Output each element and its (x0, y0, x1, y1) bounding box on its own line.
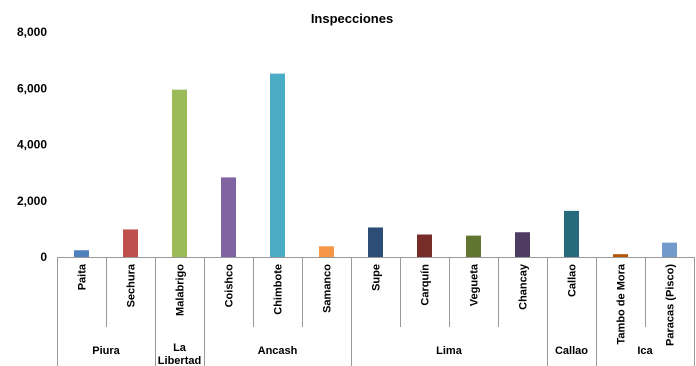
category-label: Malabrigo (175, 264, 187, 316)
category-label: Tambo de Mora (616, 263, 628, 344)
category-label: Supe (371, 264, 383, 291)
category-label: Samanco (322, 264, 334, 313)
bar-2 (172, 89, 187, 257)
bar-5 (319, 246, 334, 257)
x-axis (57, 257, 695, 366)
bars (74, 73, 677, 257)
group-label: Ancash (258, 345, 298, 357)
group-label: Piura (92, 345, 120, 357)
bar-8 (466, 235, 481, 257)
bar-4 (270, 73, 285, 257)
y-tick-label: 0 (40, 250, 47, 264)
y-tick-label: 8,000 (17, 25, 47, 39)
group-label: Ica (637, 345, 653, 357)
y-tick-label: 6,000 (17, 81, 47, 95)
y-tick-label: 2,000 (17, 194, 47, 208)
category-label: Chancay (518, 263, 530, 310)
category-label: Paita (77, 263, 89, 290)
group-label: Lima (436, 345, 463, 357)
group-label: La Libertad (158, 342, 201, 366)
group-label: Callao (555, 345, 588, 357)
bar-7 (417, 234, 432, 257)
category-label: Carquín (420, 264, 432, 306)
bar-11 (613, 254, 628, 257)
y-axis: 0 2,000 4,000 6,000 8,000 (17, 25, 47, 264)
category-label: Sechura (126, 263, 138, 307)
bar-3 (221, 177, 236, 257)
chart-title: Inspecciones (311, 11, 393, 26)
category-label: Paracas (Pisco) (665, 264, 677, 346)
bar-6 (368, 227, 383, 257)
bar-10 (564, 210, 579, 257)
bar-1 (123, 229, 138, 257)
bar-12 (662, 242, 677, 257)
bar-9 (515, 232, 530, 257)
category-label: Vegueta (469, 263, 481, 306)
bar-0 (74, 250, 89, 257)
category-labels: Paita Sechura Malabrigo Coishco Chimbote Sama… (77, 263, 677, 346)
category-label: Chimbote (273, 264, 285, 315)
category-label: Callao (567, 264, 579, 297)
category-label: Coishco (224, 264, 236, 308)
group-labels: Piura La Libertad Ancash Lima Callao Ica (92, 342, 653, 366)
y-tick-label: 4,000 (17, 138, 47, 152)
